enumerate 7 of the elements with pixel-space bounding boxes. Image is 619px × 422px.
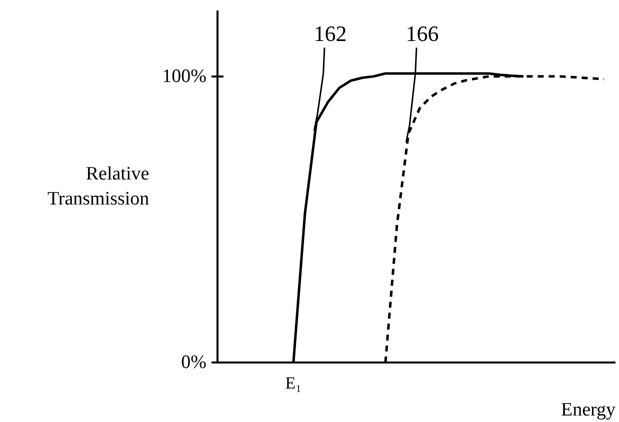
x-tick-label: E₁	[285, 374, 302, 392]
y-tick-label: 0%	[181, 352, 207, 373]
annotation: 166	[406, 20, 439, 46]
y-tick-label: 100%	[162, 66, 207, 87]
annotation: 162	[314, 20, 347, 46]
x-axis-title: Energy	[560, 400, 616, 420]
y-axis-title: Relative Transmission	[47, 163, 150, 210]
